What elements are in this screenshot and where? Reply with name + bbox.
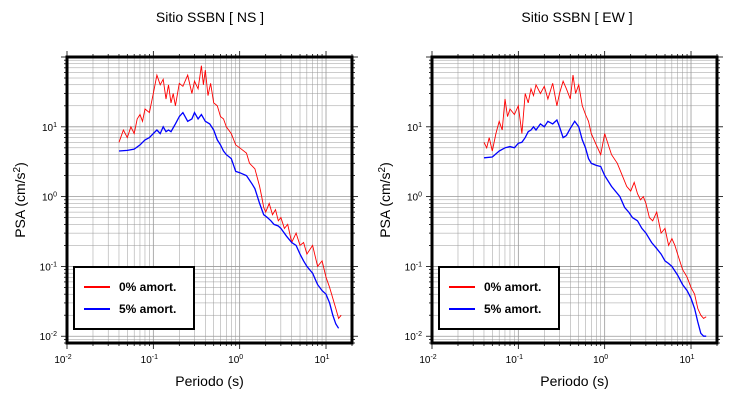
x-tick-label: 100: [593, 354, 608, 366]
x-tick-label: 10-2: [419, 354, 436, 366]
x-axis-label: Periodo (s): [540, 373, 608, 389]
y-tick-label: 101: [407, 122, 422, 134]
legend: 0% amort. 5% amort.: [73, 266, 195, 330]
legend-label: 5% amort.: [119, 302, 176, 316]
legend-label: 0% amort.: [119, 280, 176, 294]
chart-panel-2: Sitio SSBN [ EW ] 10-2 10-1 100 101 10-2 10-1 1…: [377, 9, 723, 389]
x-axis-label: Periodo (s): [175, 373, 243, 389]
x-tick-label: 100: [228, 354, 243, 366]
x-tick-label: 101: [679, 354, 694, 366]
y-axis-label: PSA (cm/s2): [377, 162, 393, 238]
grid: [66, 56, 353, 344]
y-tick-label: 10-1: [40, 261, 57, 273]
chart-title: Sitio SSBN [ EW ]: [521, 9, 632, 25]
legend: 0% amort. 5% amort.: [438, 266, 560, 330]
x-tick-label: 10-1: [506, 354, 523, 366]
chart-title: Sitio SSBN [ NS ]: [156, 9, 264, 25]
y-tick-label: 10-1: [405, 261, 422, 273]
series-line-1: [483, 75, 707, 319]
y-tick-label: 10-2: [405, 331, 422, 343]
series-line-1: [118, 65, 342, 320]
y-tick-label: 10-2: [40, 331, 57, 343]
legend-box: [73, 266, 195, 330]
y-axis-label: PSA (cm/s2): [12, 162, 28, 238]
y-tick-label: 101: [42, 122, 57, 134]
x-tick-label: 10-2: [54, 354, 71, 366]
chart-panel-1: Sitio SSBN [ NS ] 10-2 10-1 100 101 10-2 10-1 1…: [12, 9, 358, 389]
frame-ticks: [426, 51, 723, 349]
y-tick-label: 100: [407, 192, 422, 204]
frame-ticks: [61, 51, 358, 349]
grid: [431, 56, 718, 344]
y-tick-label: 100: [42, 192, 57, 204]
legend-box: [438, 266, 560, 330]
x-tick-label: 10-1: [141, 354, 158, 366]
legend-label: 0% amort.: [484, 280, 541, 294]
legend-label: 5% amort.: [484, 302, 541, 316]
series-line-2: [483, 118, 707, 337]
series-line-2: [118, 111, 340, 329]
x-tick-label: 101: [314, 354, 329, 366]
